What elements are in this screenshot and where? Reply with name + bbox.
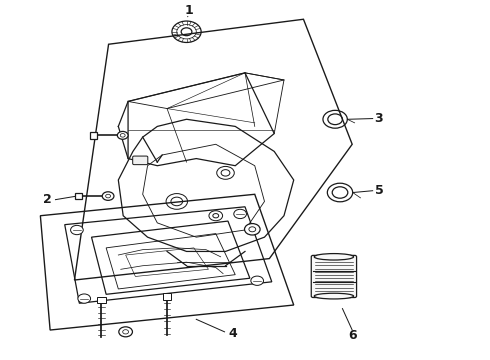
Text: 3: 3 xyxy=(375,112,383,125)
FancyBboxPatch shape xyxy=(133,156,148,165)
FancyBboxPatch shape xyxy=(311,255,357,297)
Circle shape xyxy=(71,225,83,235)
Text: 4: 4 xyxy=(228,327,237,340)
Circle shape xyxy=(251,276,264,285)
FancyBboxPatch shape xyxy=(75,193,82,199)
Circle shape xyxy=(78,294,91,303)
FancyBboxPatch shape xyxy=(97,297,106,303)
Ellipse shape xyxy=(314,293,354,299)
Circle shape xyxy=(117,131,128,139)
Text: 2: 2 xyxy=(43,193,52,206)
Ellipse shape xyxy=(314,253,354,260)
Circle shape xyxy=(234,209,246,219)
FancyBboxPatch shape xyxy=(90,132,97,139)
Circle shape xyxy=(119,327,132,337)
Text: 5: 5 xyxy=(375,184,383,197)
Circle shape xyxy=(245,224,260,235)
Circle shape xyxy=(102,192,114,201)
Text: 1: 1 xyxy=(185,4,194,17)
Text: 6: 6 xyxy=(348,329,357,342)
FancyBboxPatch shape xyxy=(163,293,172,300)
